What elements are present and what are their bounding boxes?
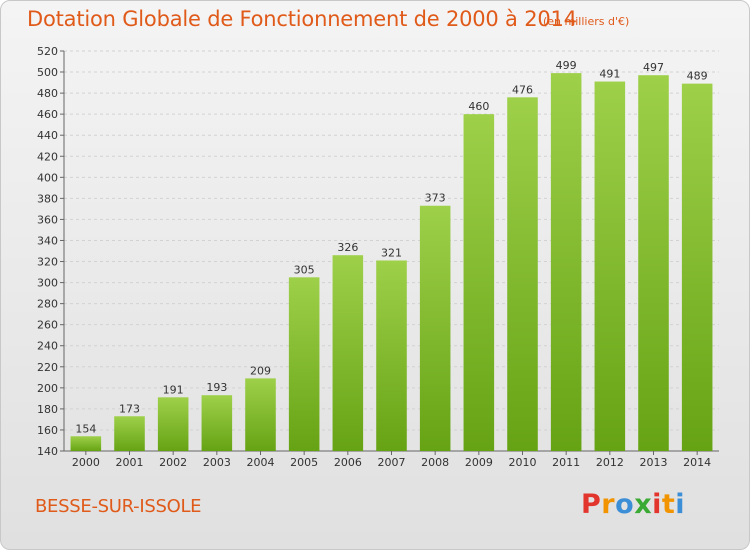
x-tick-label-2001: 2001 [116,456,144,469]
logo-letter: i [675,489,686,520]
y-tick-label: 300 [37,277,58,290]
x-tick-label-2008: 2008 [421,456,449,469]
axes: 140 160 180 200 220 240 260 280 300 320 340 360 380 4… [37,45,719,458]
bar-2013 [638,75,669,452]
data-label-2012: 491 [599,68,620,81]
y-tick-label: 360 [37,213,58,226]
y-tick-label: 240 [37,340,58,353]
chart-title: Dotation Globale de Fonctionnement de 20… [27,7,577,31]
y-tick-label: 520 [37,45,58,58]
y-tick-label: 200 [37,382,58,395]
bar-2004 [245,378,276,451]
data-label-2000: 154 [75,422,96,435]
y-tick-label: 140 [37,445,58,458]
x-tick-label-2009: 2009 [465,456,493,469]
x-tick-label-2013: 2013 [640,456,668,469]
x-tick-label-2003: 2003 [203,456,231,469]
x-tick-label-2006: 2006 [334,456,362,469]
logo-letter: P [581,489,602,520]
bar-2003 [201,395,233,451]
bar-2011 [550,73,582,452]
bar-2012 [594,81,626,452]
data-label-2011: 499 [556,59,577,72]
labels: 154 2000 173 2001 191 2002 193 2003 209 2004 305 20… [72,59,711,469]
y-tick-label: 180 [37,403,58,416]
data-label-2013: 497 [643,61,664,74]
y-tick-label: 220 [37,361,58,374]
y-tick-label: 380 [37,192,58,205]
y-tick-label: 480 [37,87,58,100]
bar-2006 [332,255,364,451]
x-tick-label-2007: 2007 [378,456,406,469]
bar-2000 [70,436,102,451]
data-label-2008: 373 [425,192,446,205]
y-tick-label: 400 [37,171,58,184]
bar-2008 [419,205,451,451]
bar-2005 [288,277,320,451]
bar-2007 [376,260,407,451]
data-label-2005: 305 [294,263,315,276]
x-tick-label-2012: 2012 [596,456,624,469]
y-tick-label: 440 [37,129,58,142]
x-tick-label-2002: 2002 [159,456,187,469]
bar-2010 [507,97,538,451]
y-tick-label: 160 [37,424,58,437]
data-label-2010: 476 [512,83,533,96]
x-tick-label-2010: 2010 [509,456,537,469]
bar-2014 [681,83,713,451]
place-name: BESSE-SUR-ISSOLE [35,496,202,517]
bar-2001 [114,416,145,451]
data-label-2003: 193 [206,381,227,394]
y-tick-label: 500 [37,66,58,79]
logo-letter: r [601,489,616,520]
proxiti-logo: Proxiti [581,489,685,520]
x-tick-label-2005: 2005 [290,456,318,469]
x-tick-label-2014: 2014 [683,456,711,469]
logo-letter: o [615,489,635,520]
bar-2009 [463,114,495,451]
logo-letter: x [634,489,653,520]
bars [70,73,713,452]
data-label-2002: 191 [163,383,184,396]
y-tick-label: 420 [37,150,58,163]
data-label-2007: 321 [381,246,402,259]
y-tick-label: 460 [37,108,58,121]
y-tick-label: 340 [37,234,58,247]
logo-letter: t [661,489,676,520]
data-label-2009: 460 [468,100,489,113]
chart-subtitle: (en milliers d'€) [543,15,630,28]
y-tick-label: 280 [37,298,58,311]
x-tick-label-2011: 2011 [552,456,580,469]
bar-2002 [157,397,189,451]
x-tick-label-2000: 2000 [72,456,100,469]
data-label-2004: 209 [250,364,271,377]
y-tick-label: 320 [37,256,58,269]
data-label-2001: 173 [119,402,140,415]
data-label-2014: 489 [687,70,708,83]
data-label-2006: 326 [337,241,358,254]
y-tick-label: 260 [37,319,58,332]
x-tick-label-2004: 2004 [247,456,275,469]
logo-letter: i [652,489,662,520]
